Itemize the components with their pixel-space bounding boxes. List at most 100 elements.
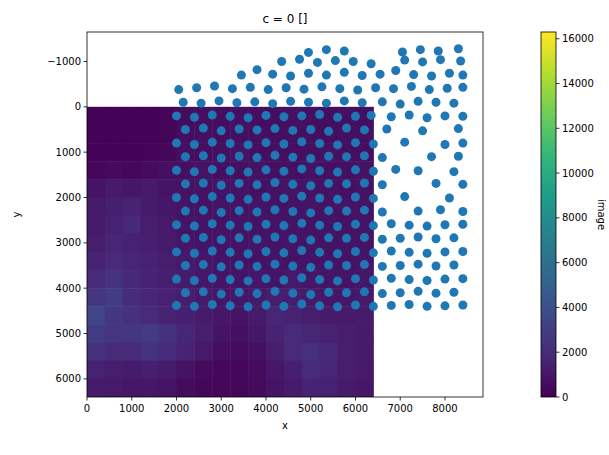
image-cell (105, 288, 123, 307)
point (315, 301, 324, 310)
image-cell (105, 216, 123, 235)
point (190, 194, 199, 203)
point (244, 276, 253, 285)
x-tick (221, 397, 222, 401)
point (436, 205, 445, 214)
image-cell (248, 361, 266, 380)
point (261, 193, 270, 202)
point (253, 65, 262, 74)
point (304, 98, 313, 107)
point (297, 111, 306, 120)
point (315, 139, 324, 148)
point (389, 84, 398, 93)
image-cell (105, 343, 123, 362)
point (300, 85, 309, 94)
image-cell (123, 143, 141, 162)
x-tick-label: 0 (84, 403, 90, 414)
image-cell (212, 379, 230, 397)
point (261, 220, 270, 229)
point (396, 234, 405, 243)
x-tick-label: 5000 (298, 403, 323, 414)
point (342, 124, 351, 133)
point (208, 274, 217, 283)
point (360, 206, 369, 215)
point (306, 181, 315, 190)
image-cell (302, 379, 320, 397)
point (288, 234, 297, 243)
image-cell (320, 324, 338, 343)
point (235, 125, 244, 134)
point (458, 274, 467, 283)
point (226, 166, 235, 175)
point (423, 302, 432, 311)
x-tick-label: 3000 (209, 403, 234, 414)
point (172, 220, 181, 229)
point (210, 81, 219, 90)
image-cell (105, 143, 123, 162)
point (199, 151, 208, 160)
point (315, 110, 324, 119)
point (208, 219, 217, 228)
point (295, 55, 304, 64)
point (235, 179, 244, 188)
point (396, 100, 405, 109)
point (217, 181, 226, 190)
point (427, 152, 436, 161)
colorbar-tick-label: 16000 (562, 33, 594, 44)
point (297, 273, 306, 282)
x-tick (444, 397, 445, 401)
point (226, 301, 235, 310)
point (409, 70, 418, 79)
point (297, 192, 306, 201)
point (342, 152, 351, 161)
image-cell (87, 234, 105, 253)
colorbar-tick-label: 2000 (562, 347, 587, 358)
point (226, 112, 235, 121)
image-cell (212, 343, 230, 362)
image-cell (302, 361, 320, 380)
point (322, 99, 331, 108)
point (458, 300, 467, 309)
y-tick (84, 197, 88, 198)
point (208, 138, 217, 147)
point (297, 219, 306, 228)
point (333, 302, 342, 311)
point (440, 275, 449, 284)
point (378, 262, 387, 271)
colorbar-tick (556, 397, 560, 398)
point (190, 167, 199, 176)
image-cell (159, 324, 177, 343)
colorbar-tick-label: 6000 (562, 257, 587, 268)
colorbar-title: image (596, 199, 607, 230)
point (232, 98, 241, 107)
image-cell (266, 379, 284, 397)
point (400, 56, 409, 65)
point (432, 261, 441, 270)
point (244, 140, 253, 149)
image-cell (87, 288, 105, 307)
image-cell (248, 324, 266, 343)
point (351, 112, 360, 121)
point (333, 195, 342, 204)
point (253, 153, 262, 162)
point (172, 247, 181, 256)
image-cell (355, 343, 373, 362)
point (288, 261, 297, 270)
point (261, 138, 270, 147)
image-cell (123, 361, 141, 380)
x-axis-title: x (282, 420, 288, 431)
image-cell (141, 252, 159, 271)
point (425, 85, 434, 94)
y-tick-label: 6000 (56, 373, 81, 384)
point (378, 180, 387, 189)
x-tick (265, 397, 266, 401)
image-cell (141, 234, 159, 253)
point (405, 221, 414, 230)
point (458, 83, 467, 92)
point (358, 71, 367, 80)
point (387, 247, 396, 256)
point (279, 112, 288, 121)
point (322, 71, 331, 80)
point (208, 300, 217, 309)
point (358, 98, 367, 107)
